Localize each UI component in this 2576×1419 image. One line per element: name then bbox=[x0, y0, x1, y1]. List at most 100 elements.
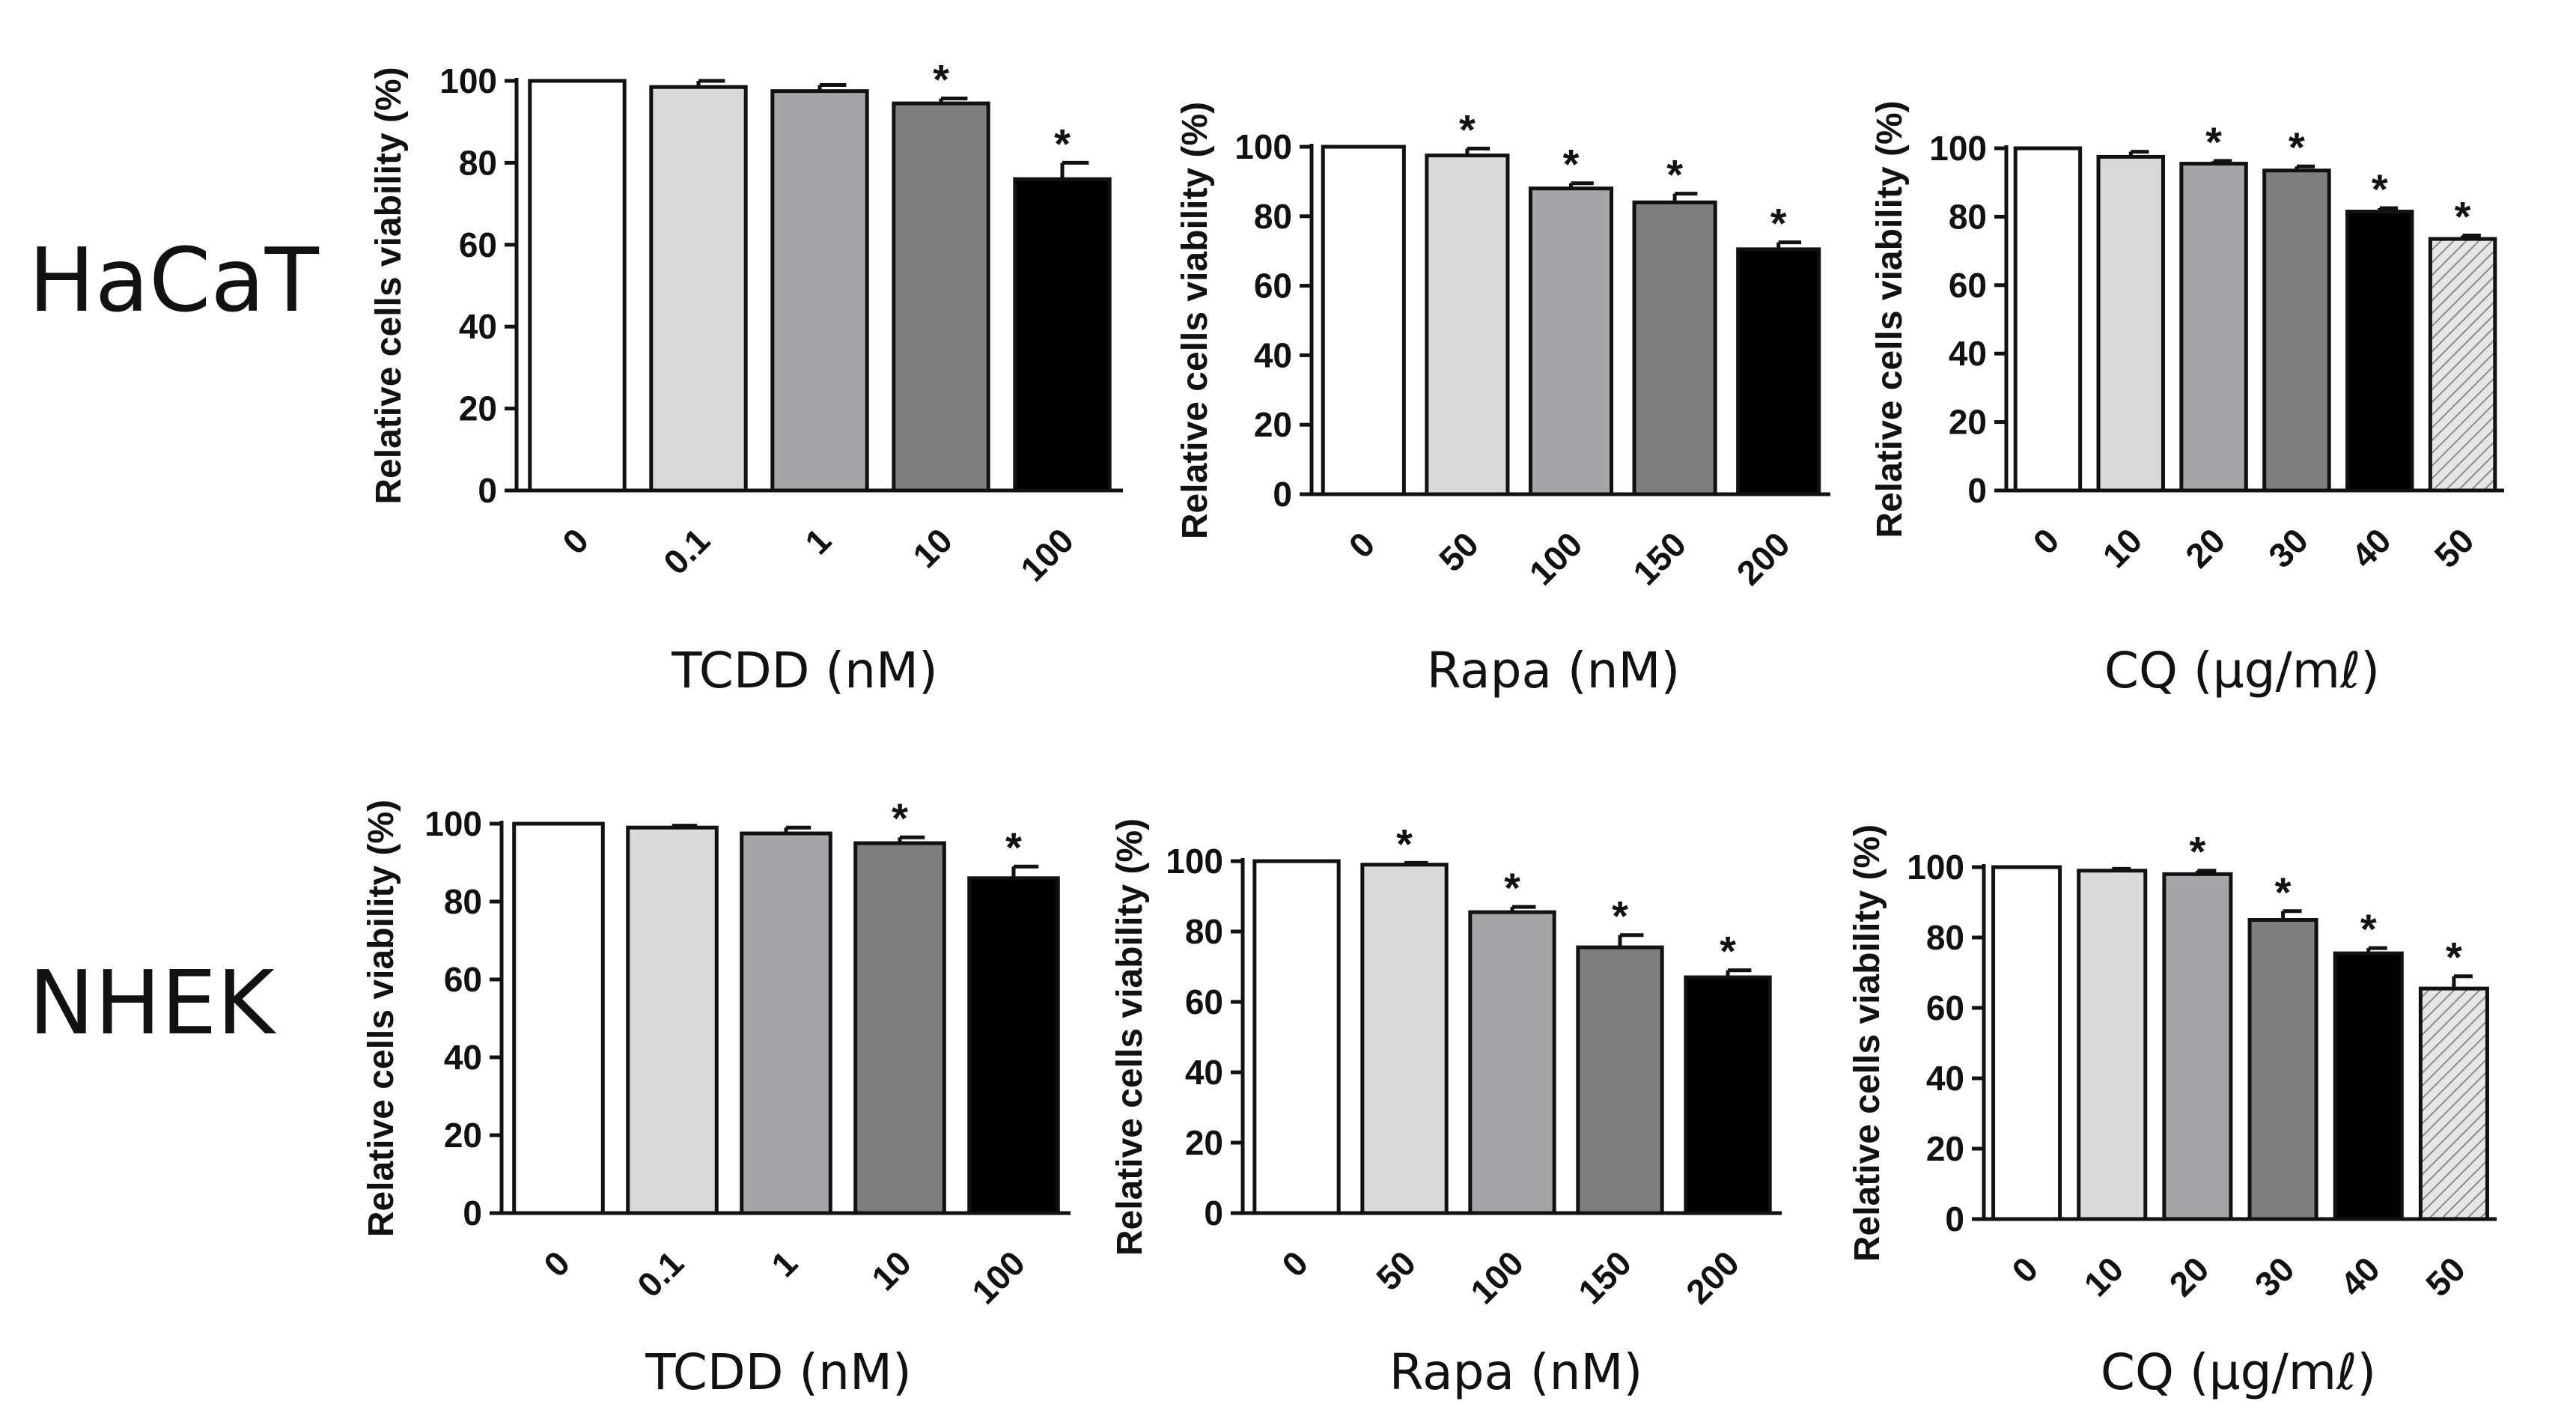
x-tick-label: 10 bbox=[2076, 1249, 2131, 1304]
bar-150 bbox=[1632, 200, 1717, 496]
panel-hacat-rapa: 0 20 40 60 80 100 Relative cells viability (%)… bbox=[1175, 102, 1830, 699]
bar-10 bbox=[2077, 869, 2148, 1221]
x-tick-label: 50 bbox=[1431, 524, 1486, 579]
x-tick-label: 50 bbox=[2427, 520, 2482, 575]
y-tick-label: 20 bbox=[1254, 405, 1292, 444]
y-tick-label: 80 bbox=[1926, 918, 1964, 957]
bar-100 bbox=[1528, 186, 1614, 496]
y-tick-label: 100 bbox=[1907, 848, 1964, 887]
x-axis-title: CQ (µg/mℓ) bbox=[2104, 642, 2380, 699]
x-tick-label: 100 bbox=[964, 1243, 1032, 1311]
y-tick-label: 20 bbox=[1185, 1123, 1223, 1162]
bar-200 bbox=[1684, 975, 1772, 1215]
significance-star: * bbox=[1563, 141, 1580, 188]
x-tick-label: 200 bbox=[1678, 1243, 1747, 1311]
y-tick-label: 100 bbox=[1234, 127, 1292, 166]
bar-0 bbox=[2013, 146, 2083, 493]
x-tick-label: 0 bbox=[536, 1243, 577, 1284]
y-tick-label: 40 bbox=[459, 307, 497, 346]
y-tick-label: 20 bbox=[1926, 1129, 1964, 1168]
x-tick-label: 100 bbox=[1522, 524, 1590, 592]
y-axis-title: Relative cells viability (%) bbox=[1870, 100, 1910, 538]
significance-star: * bbox=[1612, 893, 1628, 940]
significance-star: * bbox=[892, 794, 908, 842]
y-tick-label: 100 bbox=[1166, 842, 1223, 881]
bar-40 bbox=[2345, 210, 2414, 493]
y-tick-label: 60 bbox=[444, 960, 482, 999]
y-tick-label: 100 bbox=[424, 804, 482, 843]
x-tick-label: 30 bbox=[2247, 1249, 2302, 1304]
y-tick-label: 60 bbox=[1949, 266, 1987, 305]
y-tick-label: 0 bbox=[478, 471, 497, 510]
x-tick-label: 100 bbox=[1463, 1243, 1531, 1311]
x-tick-label: 40 bbox=[2333, 1249, 2387, 1304]
bar-10 bbox=[2096, 154, 2165, 493]
significance-star: * bbox=[1504, 864, 1520, 911]
significance-star: * bbox=[1396, 820, 1413, 867]
bar-20 bbox=[2162, 872, 2233, 1221]
y-axis-title: Relative cells viability (%) bbox=[1175, 102, 1215, 539]
x-tick-label: 1 bbox=[797, 520, 838, 562]
x-tick-label: 0 bbox=[1274, 1243, 1315, 1284]
bar-150 bbox=[1576, 945, 1664, 1215]
significance-star: * bbox=[2372, 165, 2388, 213]
x-tick-label: 10 bbox=[905, 520, 960, 575]
x-tick-label: 50 bbox=[1368, 1243, 1423, 1298]
y-tick-label: 0 bbox=[1945, 1200, 1964, 1239]
y-tick-label: 0 bbox=[463, 1194, 482, 1233]
y-tick-label: 80 bbox=[1185, 912, 1223, 951]
y-tick-label: 100 bbox=[1929, 129, 1987, 168]
x-tick-label: 0.1 bbox=[630, 1243, 691, 1304]
x-axis-title: CQ (µg/mℓ) bbox=[2101, 1343, 2376, 1401]
y-tick-label: 80 bbox=[444, 882, 482, 921]
y-tick-label: 80 bbox=[459, 143, 497, 182]
bar-30 bbox=[2247, 918, 2318, 1221]
y-tick-label: 60 bbox=[459, 225, 497, 264]
bar-1 bbox=[740, 831, 832, 1215]
y-axis-title: Relative cells viability (%) bbox=[1848, 824, 1887, 1262]
row-label-hacat: HaCaT bbox=[28, 228, 320, 332]
significance-star: * bbox=[2446, 934, 2462, 981]
y-tick-label: 40 bbox=[1926, 1059, 1964, 1098]
significance-star: * bbox=[1770, 200, 1787, 247]
x-tick-label: 10 bbox=[2095, 520, 2149, 575]
x-tick-label: 30 bbox=[2261, 520, 2315, 575]
y-tick-label: 20 bbox=[459, 389, 497, 428]
significance-star: * bbox=[2360, 905, 2377, 952]
significance-star: * bbox=[1666, 151, 1683, 198]
y-tick-label: 60 bbox=[1926, 988, 1964, 1027]
bar-50 bbox=[2428, 237, 2497, 493]
bar-100 bbox=[967, 876, 1060, 1215]
y-tick-label: 0 bbox=[1967, 471, 1987, 510]
x-tick-label: 10 bbox=[864, 1243, 919, 1298]
significance-star: * bbox=[1054, 120, 1071, 167]
bar-50 bbox=[2418, 986, 2489, 1221]
x-axis-title: TCDD (nM) bbox=[645, 1343, 911, 1401]
x-tick-label: 20 bbox=[2162, 1249, 2217, 1304]
y-axis-title: Relative cells viability (%) bbox=[362, 800, 401, 1237]
x-tick-label: 20 bbox=[2178, 520, 2232, 575]
bar-30 bbox=[2262, 168, 2331, 493]
x-tick-label: 0 bbox=[1342, 524, 1383, 565]
bar-40 bbox=[2333, 951, 2404, 1221]
x-axis-title: Rapa (nM) bbox=[1427, 642, 1680, 699]
y-tick-label: 40 bbox=[1185, 1053, 1223, 1092]
y-tick-label: 60 bbox=[1185, 982, 1223, 1021]
significance-star: * bbox=[2205, 118, 2222, 165]
x-tick-label: 150 bbox=[1571, 1243, 1639, 1311]
y-tick-label: 40 bbox=[1254, 335, 1292, 374]
significance-star: * bbox=[1459, 106, 1476, 153]
y-tick-label: 100 bbox=[439, 61, 497, 100]
y-tick-label: 60 bbox=[1254, 267, 1292, 306]
bar-50 bbox=[1360, 863, 1449, 1215]
x-tick-label: 0 bbox=[2004, 1249, 2045, 1290]
significance-star: * bbox=[2289, 124, 2305, 171]
x-tick-label: 100 bbox=[1013, 520, 1081, 589]
y-tick-label: 20 bbox=[444, 1116, 482, 1155]
significance-star: * bbox=[1720, 928, 1736, 975]
y-tick-label: 20 bbox=[1949, 403, 1987, 442]
panel-nhek-rapa: 0 20 40 60 80 100 Relative cells viability (%)… bbox=[1110, 818, 1782, 1401]
